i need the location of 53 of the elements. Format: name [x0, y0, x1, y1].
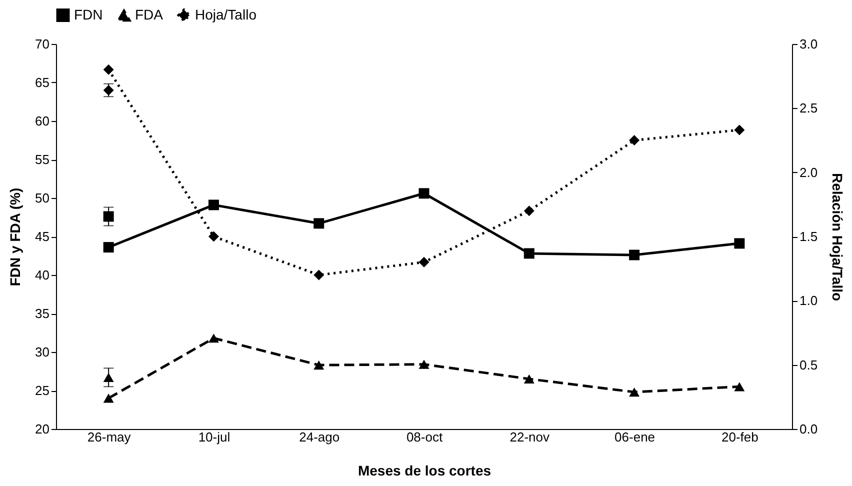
- y-tick-label: 35: [35, 306, 50, 321]
- y-tick-label: 60: [35, 114, 50, 128]
- y2-tick-label: 2.0: [800, 164, 818, 180]
- point: [314, 270, 324, 280]
- point: [103, 64, 114, 75]
- y2-tick-label: 3.0: [800, 36, 818, 52]
- y-tick-label: 40: [35, 268, 50, 282]
- point: [208, 200, 219, 210]
- point: [629, 135, 640, 146]
- point: [734, 124, 745, 136]
- x-tick-label: 06-ene: [614, 430, 656, 444]
- point: [629, 388, 640, 397]
- y-tick-label: 50: [35, 190, 50, 206]
- y2-tick-label: 1.5: [800, 229, 818, 244]
- y-axis-title: FDN y FDA (%): [7, 188, 24, 286]
- point: [524, 206, 534, 216]
- legend-label: FDN: [74, 6, 103, 22]
- x-axis-title: Meses de los cortes: [358, 462, 492, 478]
- y-tick-label: 30: [35, 344, 50, 360]
- y2-tick-label: 0.0: [800, 422, 818, 436]
- legend-label: FDA: [135, 6, 164, 23]
- point: [734, 238, 745, 249]
- x-tick-label: 08-oct: [406, 430, 443, 444]
- x-tick-label: 24-ago: [299, 430, 340, 444]
- point: [629, 250, 640, 260]
- point: [103, 394, 114, 403]
- y-tick-label: 20: [35, 422, 50, 436]
- point: [524, 374, 534, 384]
- y2-axis-title: Relación Hoja/Tallo: [830, 172, 846, 302]
- x-tick-label: 26-may: [87, 430, 132, 444]
- y2-tick-label: 2.5: [800, 100, 818, 116]
- point: [418, 256, 430, 268]
- point: [314, 360, 324, 370]
- x-tick-label: 22-nov: [510, 430, 550, 444]
- point: [524, 248, 534, 259]
- point: [418, 360, 430, 369]
- y-tick-label: 25: [35, 383, 50, 398]
- y-tick-label: 45: [35, 229, 50, 244]
- point: [208, 231, 219, 242]
- y-tick-label: 65: [35, 75, 50, 90]
- point: [103, 242, 114, 253]
- point: [103, 211, 114, 222]
- x-tick-label: 20-feb: [721, 430, 758, 444]
- point: [314, 218, 324, 229]
- y-tick-label: 55: [35, 152, 50, 167]
- y2-tick-label: 1.0: [800, 293, 818, 308]
- point: [418, 188, 430, 199]
- y2-tick-label: 0.5: [800, 357, 818, 372]
- legend-label: Hoja/Tallo: [195, 6, 257, 22]
- point: [734, 382, 745, 392]
- y-tick-label: 70: [35, 36, 50, 52]
- point: [208, 334, 219, 343]
- x-tick-label: 10-jul: [198, 430, 230, 444]
